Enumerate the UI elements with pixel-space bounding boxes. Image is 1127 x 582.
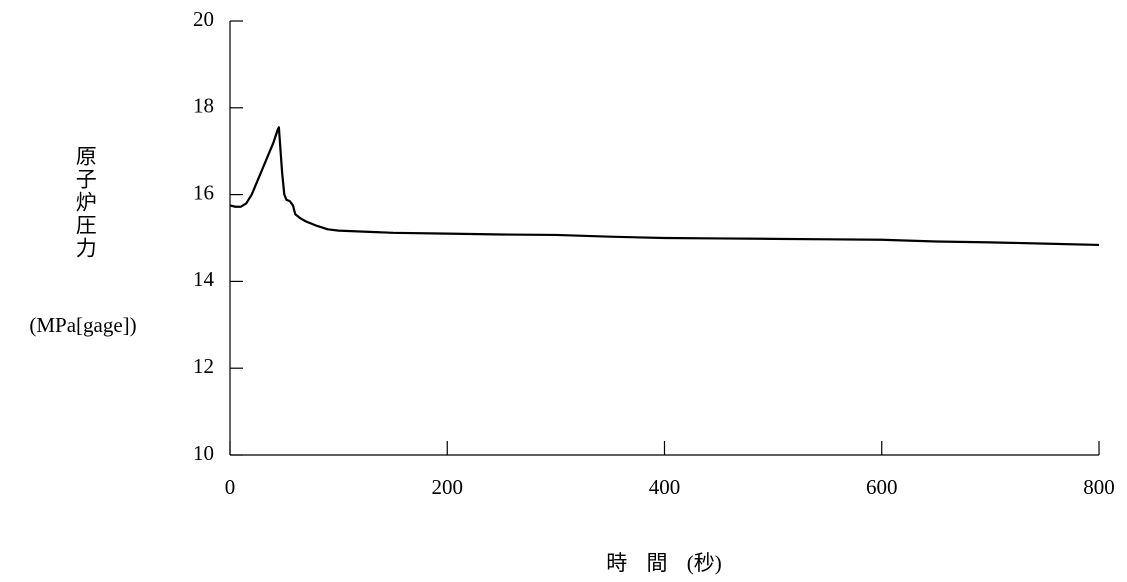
x-tick-label: 200: [432, 475, 464, 499]
x-tick-label: 400: [649, 475, 681, 499]
y-tick-label: 12: [193, 354, 214, 378]
y-axis-unit: (MPa[gage]): [29, 313, 136, 337]
y-tick-label: 18: [193, 94, 214, 118]
x-axis-label: 時 間 (秒): [606, 551, 722, 575]
y-tick-label: 10: [193, 441, 214, 465]
y-axis-label: 原子炉圧力: [73, 145, 97, 260]
y-tick-label: 16: [193, 180, 214, 204]
x-tick-label: 800: [1083, 475, 1115, 499]
y-tick-label: 14: [193, 267, 215, 291]
x-tick-label: 0: [225, 475, 236, 499]
line: [229, 126, 1100, 247]
x-tick-label: 600: [866, 475, 898, 499]
y-tick-label: 20: [193, 7, 214, 31]
